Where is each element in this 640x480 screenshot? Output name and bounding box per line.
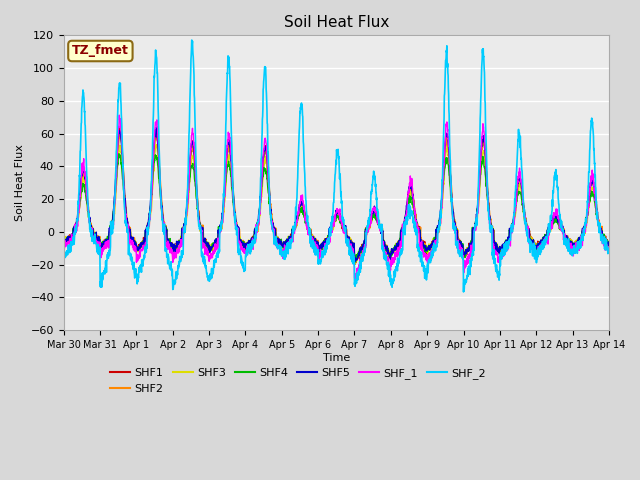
- SHF5: [605, 241, 612, 247]
- Line: SHF_2: SHF_2: [64, 40, 609, 292]
- SHF3: [152, 142, 160, 147]
- SHF_2: [212, 259, 220, 265]
- SHF_2: [60, 254, 68, 260]
- SHF_1: [115, 112, 123, 118]
- SHF_1: [364, 227, 372, 232]
- SHF_2: [605, 246, 612, 252]
- SHF4: [60, 237, 68, 243]
- Line: SHF3: SHF3: [64, 144, 609, 264]
- SHF_2: [460, 289, 467, 295]
- SHF2: [495, 246, 502, 252]
- SHF3: [351, 261, 358, 267]
- Legend: SHF1, SHF2, SHF3, SHF4, SHF5, SHF_1, SHF_2: SHF1, SHF2, SHF3, SHF4, SHF5, SHF_1, SHF…: [106, 364, 491, 398]
- SHF2: [353, 259, 360, 265]
- SHF5: [152, 124, 160, 130]
- SHF_1: [352, 276, 360, 282]
- SHF1: [60, 236, 68, 241]
- SHF4: [557, 224, 564, 230]
- Line: SHF5: SHF5: [64, 127, 609, 263]
- SHF4: [364, 223, 372, 228]
- SHF_2: [352, 277, 360, 283]
- SHF5: [495, 249, 502, 255]
- Line: SHF_1: SHF_1: [64, 115, 609, 279]
- SHF5: [353, 256, 360, 262]
- SHF4: [495, 246, 502, 252]
- SHF3: [557, 225, 564, 231]
- SHF_1: [495, 256, 502, 262]
- SHF2: [364, 226, 372, 232]
- SHF1: [351, 261, 359, 267]
- SHF1: [572, 240, 580, 246]
- SHF_2: [572, 249, 580, 255]
- Line: SHF4: SHF4: [64, 154, 609, 262]
- SHF_1: [605, 244, 612, 250]
- SHF2: [212, 240, 220, 246]
- SHF5: [60, 240, 68, 245]
- SHF5: [572, 240, 580, 246]
- SHF1: [495, 247, 502, 252]
- SHF3: [353, 258, 360, 264]
- SHF_2: [364, 223, 372, 229]
- SHF1: [557, 221, 564, 227]
- SHF_1: [60, 244, 68, 250]
- SHF3: [495, 248, 502, 253]
- Y-axis label: Soil Heat Flux: Soil Heat Flux: [15, 144, 25, 221]
- SHF_2: [188, 37, 196, 43]
- SHF3: [364, 226, 372, 231]
- SHF_2: [557, 217, 564, 223]
- Line: SHF1: SHF1: [64, 128, 609, 264]
- SHF3: [60, 240, 68, 245]
- SHF2: [572, 241, 580, 247]
- SHF3: [605, 241, 612, 247]
- SHF4: [351, 259, 359, 265]
- SHF2: [116, 131, 124, 137]
- X-axis label: Time: Time: [323, 353, 350, 363]
- SHF1: [212, 242, 220, 248]
- SHF4: [572, 241, 580, 247]
- SHF4: [115, 151, 123, 156]
- SHF2: [557, 227, 564, 233]
- SHF_1: [212, 245, 220, 251]
- SHF_2: [495, 274, 502, 279]
- SHF_1: [353, 271, 360, 276]
- SHF3: [212, 242, 220, 248]
- SHF1: [353, 259, 360, 265]
- SHF2: [60, 237, 68, 243]
- SHF2: [605, 239, 612, 245]
- SHF4: [605, 242, 612, 248]
- SHF5: [557, 224, 564, 229]
- SHF5: [351, 260, 358, 265]
- Text: TZ_fmet: TZ_fmet: [72, 45, 129, 58]
- SHF1: [605, 243, 612, 249]
- SHF4: [212, 239, 220, 244]
- SHF1: [364, 225, 372, 230]
- SHF4: [353, 252, 360, 258]
- SHF2: [351, 260, 358, 266]
- SHF3: [572, 240, 580, 246]
- Title: Soil Heat Flux: Soil Heat Flux: [284, 15, 389, 30]
- Line: SHF2: SHF2: [64, 134, 609, 263]
- SHF_1: [557, 226, 564, 231]
- SHF_1: [572, 240, 580, 245]
- SHF5: [364, 225, 372, 230]
- SHF1: [116, 125, 124, 131]
- SHF5: [212, 239, 220, 245]
